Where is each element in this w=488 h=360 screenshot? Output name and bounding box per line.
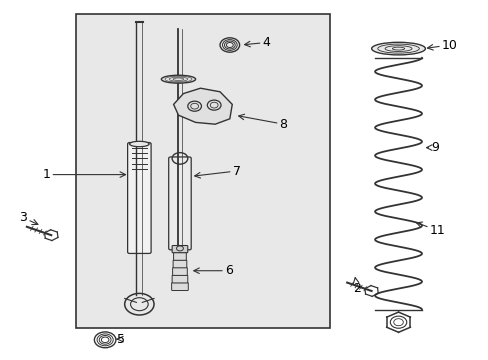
Text: 1: 1 bbox=[42, 168, 125, 181]
FancyBboxPatch shape bbox=[76, 14, 329, 328]
FancyBboxPatch shape bbox=[172, 246, 187, 253]
FancyBboxPatch shape bbox=[127, 143, 151, 253]
Ellipse shape bbox=[129, 141, 149, 147]
FancyBboxPatch shape bbox=[168, 157, 191, 250]
Text: 10: 10 bbox=[427, 39, 457, 51]
Text: 3: 3 bbox=[20, 211, 38, 225]
Text: 4: 4 bbox=[244, 36, 270, 49]
Text: 11: 11 bbox=[416, 222, 445, 237]
Text: 8: 8 bbox=[238, 114, 287, 131]
Text: 9: 9 bbox=[426, 141, 438, 154]
Text: 6: 6 bbox=[193, 264, 232, 277]
FancyBboxPatch shape bbox=[173, 252, 186, 260]
Ellipse shape bbox=[371, 42, 425, 55]
Text: 5: 5 bbox=[117, 333, 125, 346]
Ellipse shape bbox=[161, 75, 195, 83]
FancyBboxPatch shape bbox=[172, 267, 187, 275]
FancyBboxPatch shape bbox=[173, 260, 186, 268]
FancyBboxPatch shape bbox=[171, 283, 188, 291]
Text: 7: 7 bbox=[194, 165, 240, 178]
Polygon shape bbox=[173, 88, 232, 124]
Text: 2: 2 bbox=[352, 278, 360, 294]
FancyBboxPatch shape bbox=[172, 275, 187, 283]
